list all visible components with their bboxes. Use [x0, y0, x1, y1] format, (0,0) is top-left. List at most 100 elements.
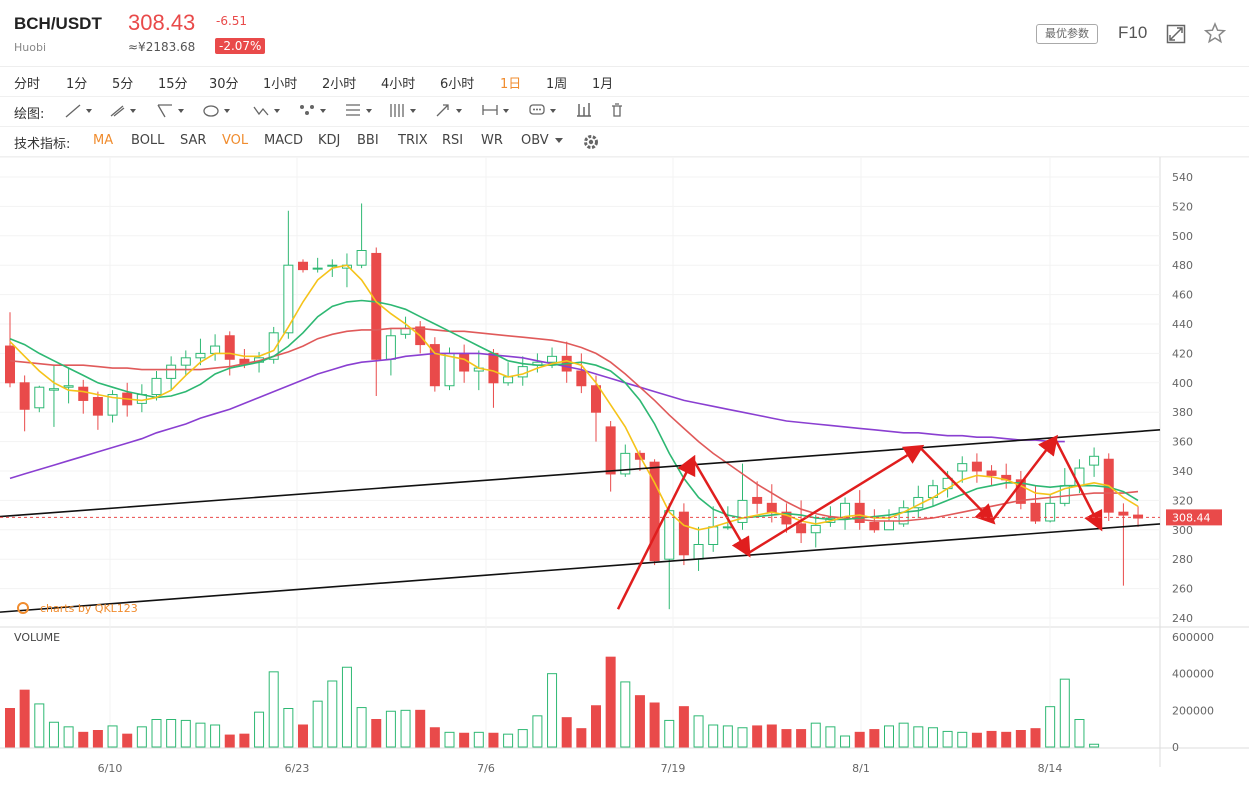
indicator-boll[interactable]: BOLL [131, 133, 165, 148]
candle-body [356, 250, 367, 266]
price-tick-label: 500 [1172, 230, 1193, 243]
interval-6[interactable]: 2小时 [322, 77, 357, 92]
interval-8[interactable]: 6小时 [440, 77, 475, 92]
bar-pattern-icon[interactable] [575, 101, 593, 121]
pattern-tool-icon[interactable] [298, 101, 330, 121]
indicator-more-caret-icon[interactable] [554, 133, 564, 151]
price-tick-label: 340 [1172, 465, 1193, 478]
candle-body [722, 526, 733, 529]
candlestick-chart[interactable]: 540 520 500 480 460 440 420 400 380 360 340 320 300 2… [0, 156, 1249, 786]
volume-bar [854, 731, 865, 748]
candle-body [312, 267, 323, 270]
arrow-tool-icon[interactable] [434, 101, 466, 121]
interval-4[interactable]: 30分 [209, 77, 239, 92]
interval-7[interactable]: 4小时 [381, 77, 416, 92]
volume-bar [1001, 731, 1012, 748]
volume-bar [957, 731, 968, 748]
best-params-button[interactable]: 最优参数 [1036, 24, 1098, 44]
indicator-trix[interactable]: TRIX [398, 133, 428, 148]
interval-2[interactable]: 5分 [112, 77, 134, 92]
candle-body [547, 355, 558, 363]
candle-body [1045, 502, 1056, 522]
volume-bar [796, 729, 807, 748]
price-change-pct: -2.07% [215, 38, 266, 54]
volume-bar [971, 732, 982, 748]
drawing-toolbar: 绘图: [0, 96, 1249, 127]
indicator-sar[interactable]: SAR [180, 133, 207, 148]
indicator-bar: 技术指标: MA BOLL SAR VOL MACD KDJ BBI TRIX RSI WR OBV [0, 126, 1249, 157]
candle-body [971, 461, 982, 472]
volume-bar [122, 733, 133, 748]
volume-bar [488, 732, 499, 748]
volume-bar [737, 727, 748, 748]
volume-tick-label: 400000 [1172, 668, 1214, 681]
volume-bar [341, 666, 352, 748]
candle-body [48, 388, 59, 391]
interval-0[interactable]: 分时 [14, 77, 41, 92]
volume-bar [473, 731, 484, 748]
candle-body [957, 463, 968, 472]
volume-bar [283, 708, 294, 748]
channel-tool-icon[interactable] [156, 101, 188, 121]
price-tick-label: 360 [1172, 436, 1193, 449]
interval-1[interactable]: 1分 [66, 77, 88, 92]
volume-bar [825, 726, 836, 748]
volume-bar [1059, 678, 1070, 748]
candle-body [107, 394, 118, 416]
candle-body [591, 385, 601, 413]
volume-bar [151, 719, 162, 748]
line-tool-icon[interactable] [64, 101, 96, 121]
price-tick-label: 400 [1172, 377, 1193, 390]
candle-body [781, 511, 792, 525]
indicator-wr[interactable]: WR [481, 133, 503, 148]
volume-bar [298, 724, 308, 748]
zigzag-arrow [919, 446, 996, 525]
interval-5[interactable]: 1小时 [263, 77, 298, 92]
watermark-text: charts by QKL123 [40, 602, 138, 615]
volume-bar [356, 707, 367, 748]
time-tick-label: 6/10 [98, 762, 123, 775]
comment-tool-icon[interactable] [528, 101, 560, 121]
chart-area[interactable]: 540 520 500 480 460 440 420 400 380 360 340 320 300 2… [0, 156, 1249, 786]
interval-9[interactable]: 1日 [500, 77, 522, 92]
candle-body [869, 521, 880, 531]
time-tick-label: 7/6 [477, 762, 495, 775]
f10-button[interactable]: F10 [1118, 23, 1148, 42]
measure-tool-icon[interactable] [481, 101, 513, 121]
volume-bar [547, 673, 558, 748]
watermark-logo-icon [17, 602, 29, 614]
volume-bar [5, 708, 15, 748]
zigzag-tool-icon[interactable] [252, 101, 284, 121]
price-tick-label: 320 [1172, 494, 1193, 507]
candle-body [488, 352, 499, 384]
candle-body [166, 364, 177, 379]
volume-bar [913, 726, 924, 748]
candle-body [34, 386, 45, 409]
fib-tool-icon[interactable] [344, 101, 376, 121]
time-tick-label: 8/1 [852, 762, 870, 775]
interval-10[interactable]: 1周 [546, 77, 568, 92]
indicator-rsi[interactable]: RSI [442, 133, 464, 148]
indicator-obv[interactable]: OBV [521, 133, 549, 148]
candle-body [195, 352, 206, 359]
trash-icon[interactable] [608, 101, 626, 121]
ray-tool-icon[interactable] [108, 101, 140, 121]
indicator-macd[interactable]: MACD [264, 133, 303, 148]
candle-body [708, 526, 719, 545]
ellipse-tool-icon[interactable] [202, 101, 234, 121]
time-tick-label: 6/23 [285, 762, 310, 775]
indicator-bbi[interactable]: BBI [357, 133, 379, 148]
settings-gear-icon[interactable] [582, 133, 600, 155]
volume-bar [48, 721, 59, 748]
indicator-ma[interactable]: MA [93, 133, 114, 148]
expand-icon[interactable] [1166, 24, 1186, 44]
interval-11[interactable]: 1月 [592, 77, 614, 92]
price-tick-label: 460 [1172, 289, 1193, 302]
candle-body [986, 470, 997, 476]
gann-tool-icon[interactable] [388, 101, 420, 121]
indicator-vol[interactable]: VOL [222, 133, 249, 148]
volume-bar [1030, 728, 1041, 748]
star-icon[interactable] [1204, 22, 1226, 44]
indicator-kdj[interactable]: KDJ [318, 133, 341, 148]
interval-3[interactable]: 15分 [158, 77, 188, 92]
